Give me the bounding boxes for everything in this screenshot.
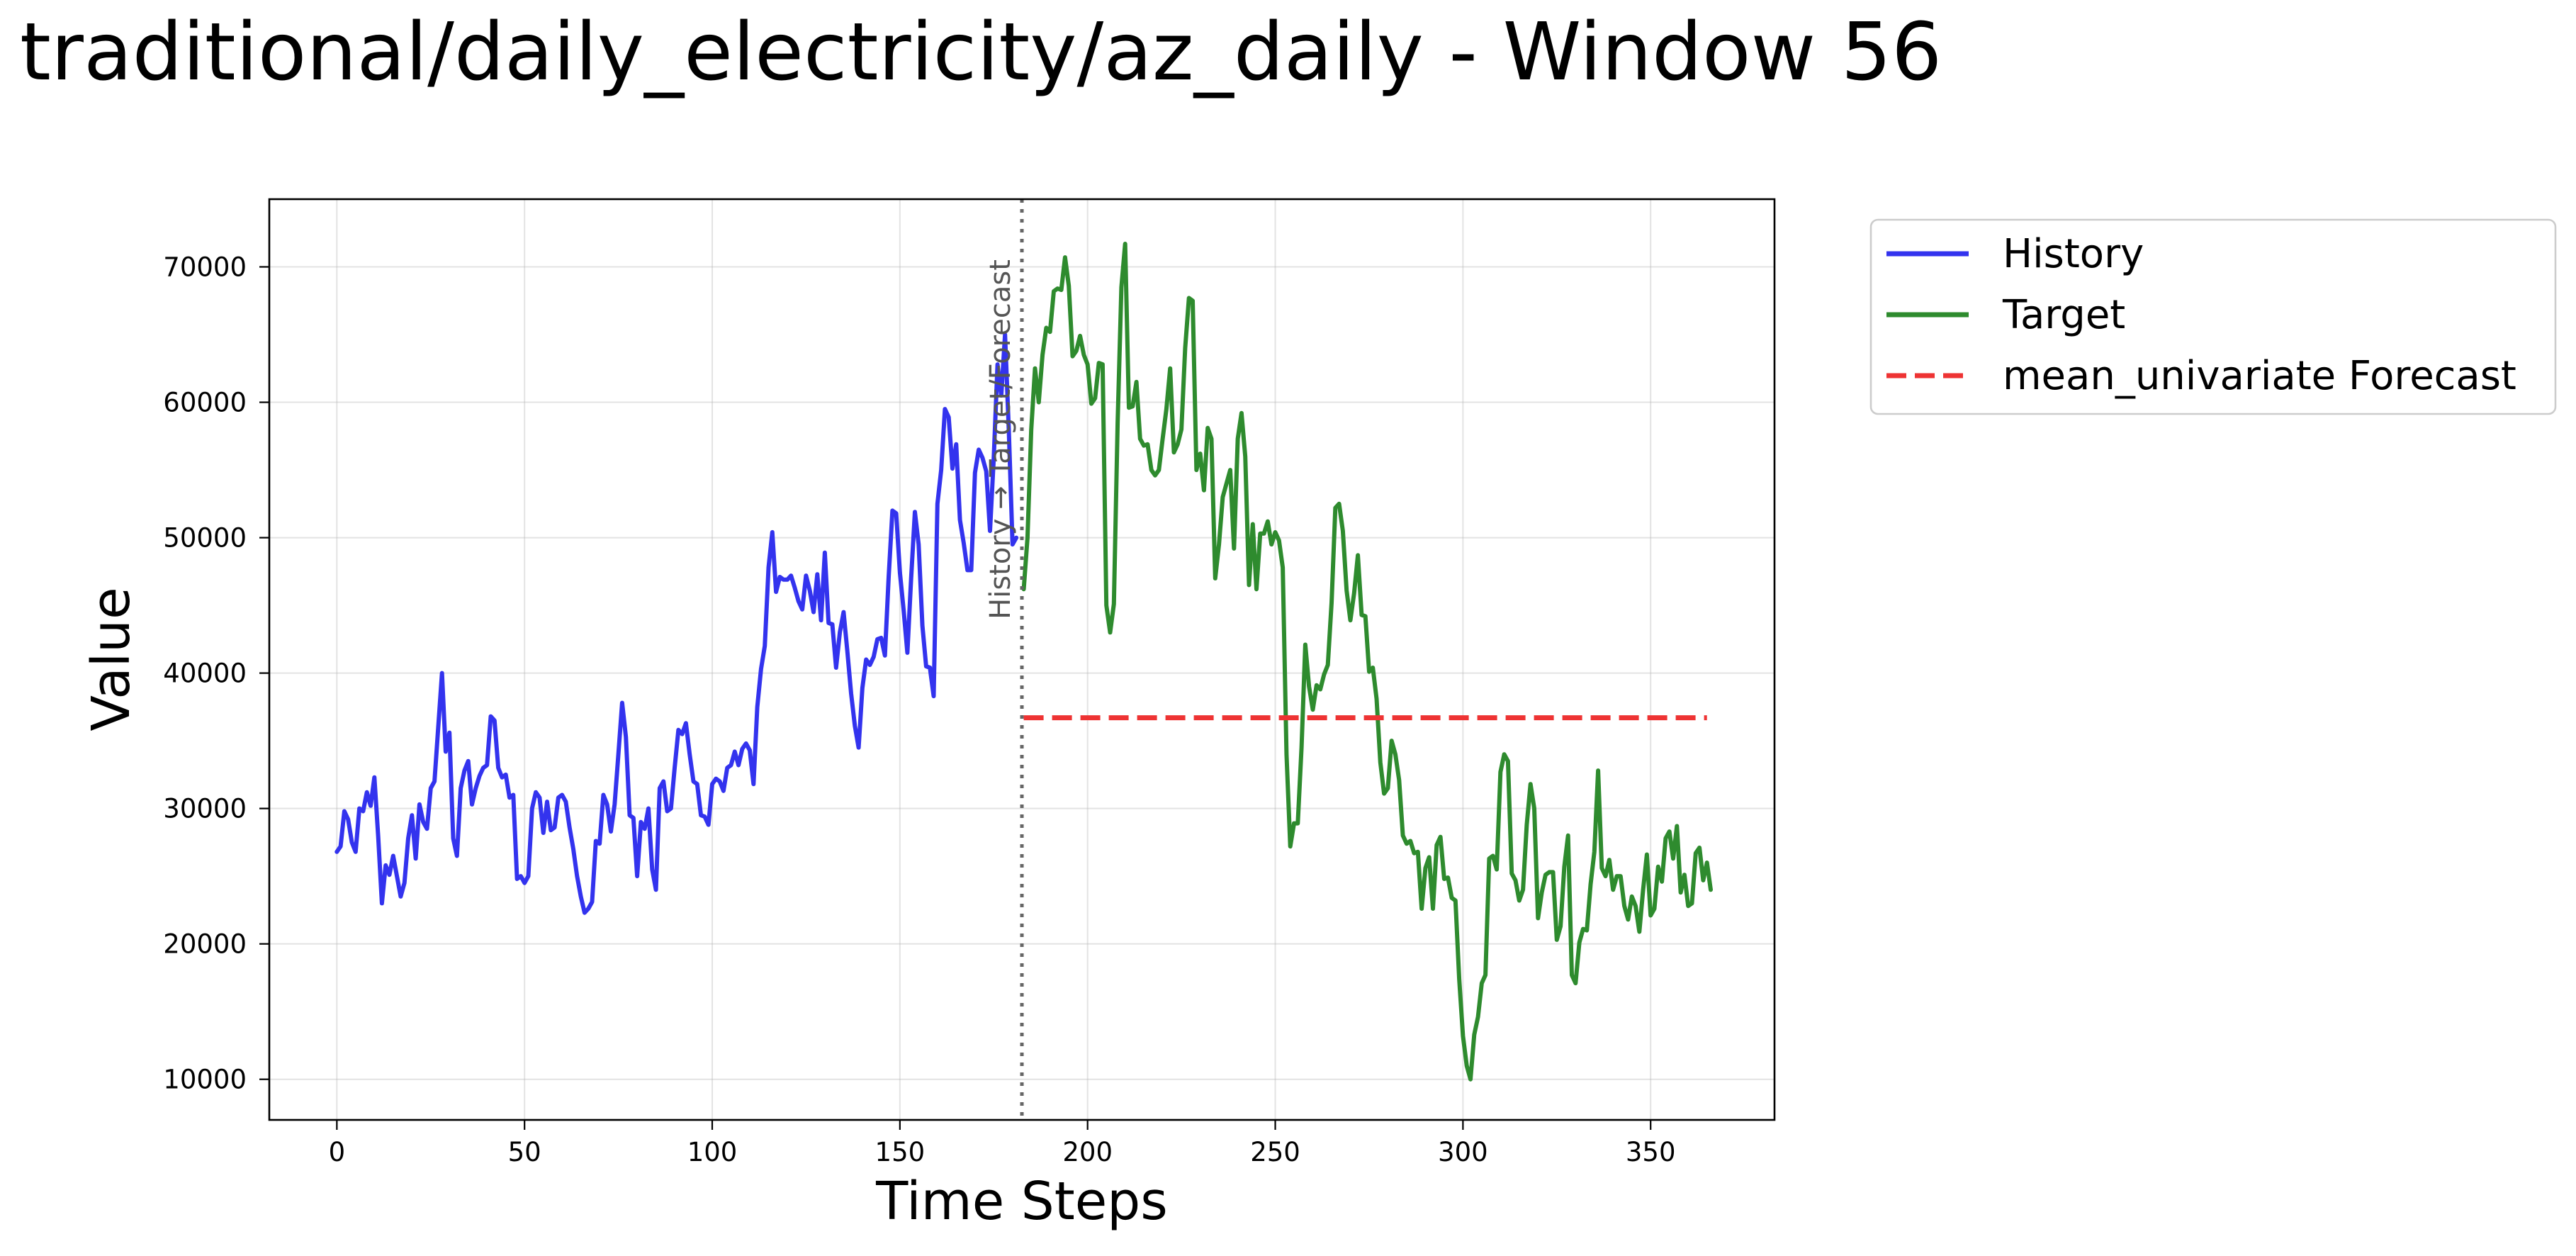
x-tick-label: 50: [508, 1137, 541, 1167]
y-tick-label: 30000: [163, 794, 247, 824]
y-tick-label: 20000: [163, 929, 247, 960]
legend-entries: History Target mean_univariate Forecast: [1886, 231, 2516, 399]
x-axis-label: Time Steps: [875, 1171, 1168, 1232]
x-tick-label: 0: [329, 1137, 346, 1167]
legend: History Target mean_univariate Forecast: [1869, 218, 2557, 415]
legend-label-target: Target: [2002, 292, 2125, 338]
series-layer: [334, 242, 1713, 1082]
x-tick-label: 100: [687, 1137, 738, 1167]
y-axis: 10000 20000 30000 40000 50000 60000 70000: [163, 252, 269, 1095]
legend-box: [1869, 218, 2557, 415]
y-tick-label: 60000: [163, 388, 247, 418]
divider-label: History → Target/Forecast: [984, 259, 1017, 619]
y-tick-label: 10000: [163, 1065, 247, 1095]
divider-layer: History → Target/Forecast: [984, 199, 1024, 1120]
legend-label-history: History: [2003, 231, 2144, 277]
x-axis: 0 50 100 150 200 250 300 350: [329, 1120, 1676, 1167]
x-tick-label: 300: [1438, 1137, 1488, 1167]
x-tick-label: 350: [1626, 1137, 1676, 1167]
y-tick-label: 40000: [163, 658, 247, 689]
plot-frame: [268, 198, 1776, 1121]
y-tick-label: 50000: [163, 523, 247, 554]
y-tick-label: 70000: [163, 252, 247, 283]
series-line-target: [1021, 242, 1713, 1082]
y-axis-label: Value: [81, 587, 142, 731]
x-tick-label: 250: [1250, 1137, 1300, 1167]
x-tick-label: 200: [1062, 1137, 1113, 1167]
chart-title: traditional/daily_electricity/az_daily -…: [20, 6, 1942, 99]
x-tick-label: 150: [875, 1137, 926, 1167]
legend-label-mean-univariate-forecast: mean_univariate Forecast: [2003, 353, 2516, 399]
series-line-history: [334, 332, 1019, 915]
